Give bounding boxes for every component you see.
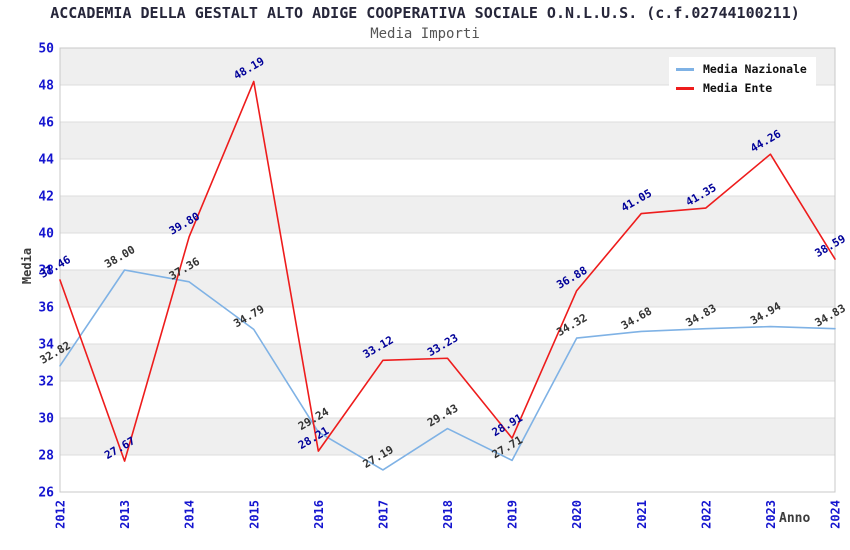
legend: Media Nazionale Media Ente xyxy=(669,57,816,100)
plot-band xyxy=(60,270,835,307)
chart-subtitle: Media Importi xyxy=(370,26,480,42)
y-tick-label: 40 xyxy=(38,227,54,242)
plot-border xyxy=(59,47,836,493)
x-tick-label: 2012 xyxy=(54,500,68,529)
y-tick-label: 46 xyxy=(38,116,54,131)
y-tick-label: 26 xyxy=(38,486,54,501)
y-tick-label: 50 xyxy=(38,42,54,57)
x-tick-label: 2017 xyxy=(376,500,390,529)
data-label: 38.59 xyxy=(813,232,848,260)
x-tick-label: 2020 xyxy=(570,500,584,529)
x-axis-title: Anno xyxy=(779,511,811,526)
x-tick-label: 2013 xyxy=(118,500,132,529)
y-tick-label: 42 xyxy=(38,190,54,205)
legend-item-media-nazionale: Media Nazionale xyxy=(676,62,807,76)
x-tick-label: 2021 xyxy=(635,500,649,529)
y-tick-label: 34 xyxy=(38,338,54,353)
y-tick-label: 44 xyxy=(38,153,54,168)
chart-title: ACCADEMIA DELLA GESTALT ALTO ADIGE COOPE… xyxy=(50,4,800,22)
plot-band xyxy=(60,196,835,233)
data-label: 38.00 xyxy=(102,243,137,271)
y-tick-label: 48 xyxy=(38,79,54,94)
data-label: 34.68 xyxy=(619,304,654,332)
x-tick-label: 2015 xyxy=(247,500,261,529)
x-tick-label: 2023 xyxy=(764,500,778,529)
legend-label-media-ente: Media Ente xyxy=(703,81,773,95)
legend-item-media-ente: Media Ente xyxy=(676,81,807,95)
y-tick-label: 28 xyxy=(38,449,54,464)
plot-band xyxy=(60,344,835,381)
x-tick-label: 2018 xyxy=(441,500,455,529)
y-tick-label: 32 xyxy=(38,375,54,390)
plot-band xyxy=(60,122,835,159)
legend-swatch-media-ente-icon xyxy=(676,86,694,90)
y-tick-label: 36 xyxy=(38,301,54,316)
series-line-media-ente xyxy=(59,80,836,462)
series-line-media-nazionale xyxy=(59,269,836,471)
x-tick-label: 2024 xyxy=(829,500,843,529)
legend-label-media-nazionale: Media Nazionale xyxy=(703,62,807,76)
x-tick-label: 2022 xyxy=(699,500,713,529)
y-tick-label: 30 xyxy=(38,412,54,427)
data-label: 34.32 xyxy=(554,311,589,339)
plot-band xyxy=(60,418,835,455)
x-tick-label: 2014 xyxy=(183,500,197,529)
x-tick-label: 2016 xyxy=(312,500,326,529)
x-tick-label: 2019 xyxy=(506,500,520,529)
y-axis-title: Media xyxy=(20,247,34,285)
y-tick-label: 38 xyxy=(38,264,54,279)
legend-swatch-media-nazionale-icon xyxy=(676,67,694,71)
